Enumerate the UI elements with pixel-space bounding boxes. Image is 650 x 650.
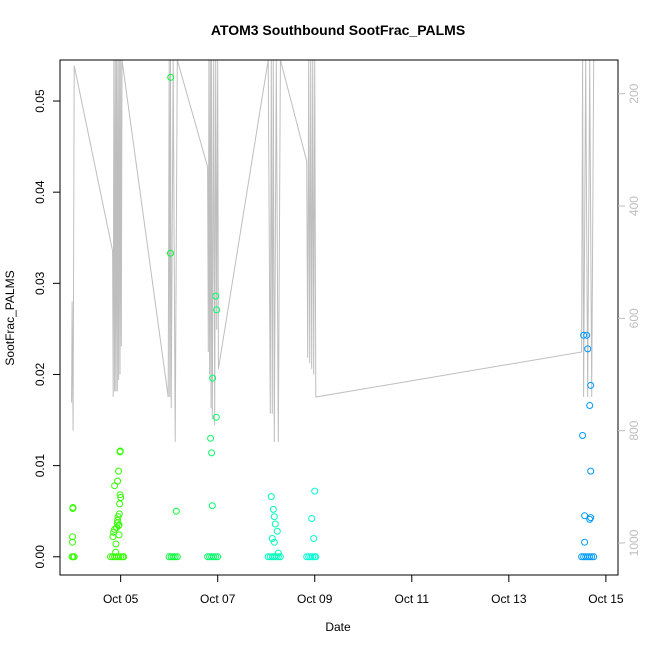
data-point [208,502,216,510]
data-point [172,507,180,515]
data-point [117,494,125,501]
y-tick-label: 0.02 [33,362,47,386]
data-point [209,374,217,382]
data-point [269,505,277,513]
data-point [69,533,77,541]
x-tick-label: Oct 05 [103,592,139,606]
data-point [167,249,174,257]
data-point [267,493,275,501]
y-tick-label: 0.01 [33,454,47,478]
data-point [268,535,276,542]
data-point [115,531,123,539]
data-point [109,533,117,541]
data-point [117,553,125,561]
data-point [116,447,124,455]
data-point [580,331,588,339]
x-axis-label: Date [325,620,351,634]
plot-area: Oct 05 Oct 07 Oct 09 Oct 11 Oct 13 Oct 15 0.00… [33,59,641,606]
data-point [583,331,591,339]
data-point [270,538,278,546]
chart-title: ATOM3 Southbound SootFrac_PALMS [211,22,465,38]
data-point [586,553,594,561]
data-point [273,527,281,535]
data-point [207,434,215,442]
data-point [581,538,589,546]
data-point [167,73,175,81]
data-point [271,520,279,528]
data-point [212,553,220,561]
y2-tick-label: 200 [627,83,641,103]
data-point [111,525,119,533]
data-point [276,553,284,561]
data-point [588,553,596,561]
data-point [115,467,123,475]
y2-tick-label: 800 [627,420,641,440]
data-point [69,504,77,511]
data-point [120,553,128,561]
data-point [311,487,319,495]
data-point [312,553,320,561]
data-point [116,491,124,499]
data-point [171,553,179,561]
y2-tick-label: 400 [627,196,641,216]
y-tick-label: 0.04 [33,180,47,204]
data-point [208,449,216,457]
data-point [112,548,120,556]
data-point [270,513,278,521]
x-tick-label: Oct 09 [297,592,333,606]
data-point [272,553,280,561]
data-point [587,381,595,389]
data-point [308,515,316,522]
x-tick-label: Oct 07 [200,592,236,606]
data-point [310,535,318,542]
data-point [115,510,123,518]
x-tick-label: Oct 15 [588,592,624,606]
data-point [587,514,595,522]
plot-frame [59,59,619,576]
y2-tick-label: 600 [627,308,641,328]
data-point [70,553,78,561]
data-point [210,553,218,561]
y-axis-label: SootFrac_PALMS [3,270,17,365]
data-point [590,553,598,561]
x-tick-label: Oct 11 [395,592,430,606]
y-tick-label: 0.00 [33,545,47,569]
data-point [212,292,220,300]
data-point [169,553,177,561]
data-point [116,500,124,508]
data-point [173,553,181,561]
data-point [309,553,317,561]
data-point [579,432,587,439]
data-point [214,553,222,561]
data-point [115,521,123,529]
data-point [586,402,594,409]
data-point [274,553,282,561]
data-point [112,540,120,548]
pressure-trace-line [71,60,595,442]
data-point [584,345,592,353]
data-point [307,553,315,561]
data-point [274,549,282,557]
x-tick-label: Oct 13 [491,592,527,606]
data-point [213,306,221,314]
data-point [581,512,589,520]
y-tick-label: 0.03 [33,271,47,295]
data-point [212,413,220,421]
y2-tick-label: 1000 [627,529,641,556]
data-point [114,477,122,485]
y-tick-label: 0.05 [33,89,47,113]
data-point [587,467,595,475]
